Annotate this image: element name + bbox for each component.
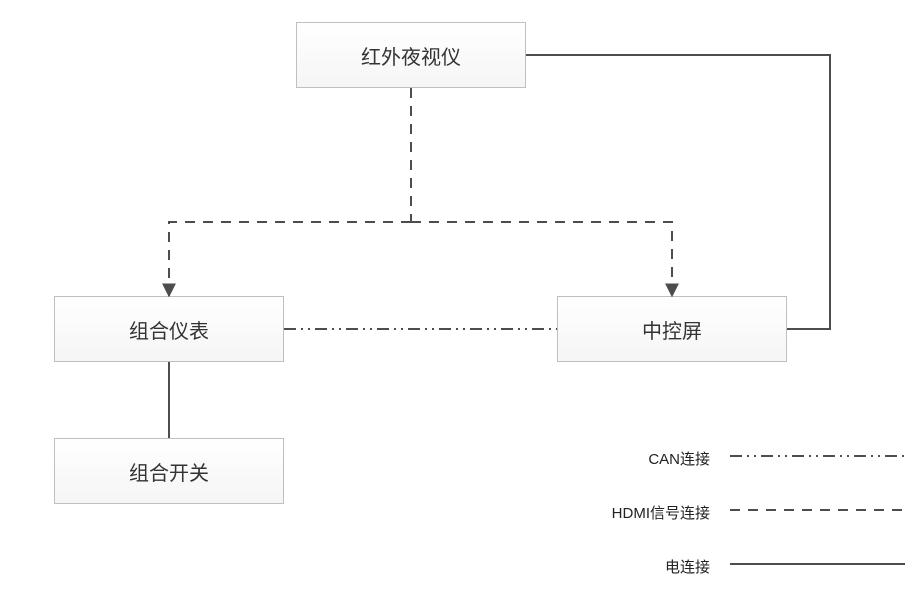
legend-hdmi-label: HDMI信号连接 bbox=[560, 502, 710, 523]
legend-solid-text: 电连接 bbox=[665, 559, 710, 576]
node-switch-label: 组合开关 bbox=[129, 457, 209, 486]
node-infrared-label: 红外夜视仪 bbox=[361, 41, 461, 70]
legend-can-label: CAN连接 bbox=[560, 448, 710, 469]
edge-split-left bbox=[169, 222, 411, 296]
edge-split-right bbox=[411, 222, 672, 296]
diagram-canvas: 红外夜视仪 组合仪表 中控屏 组合开关 CAN连接 HDMI信号连接 电连接 bbox=[0, 0, 921, 606]
node-screen: 中控屏 bbox=[557, 296, 787, 362]
node-screen-label: 中控屏 bbox=[642, 315, 702, 344]
node-cluster-label: 组合仪表 bbox=[129, 315, 209, 344]
legend-hdmi-text: HDMI信号连接 bbox=[612, 505, 710, 522]
edge-ir-screen-elec bbox=[526, 55, 830, 329]
legend-can-text: CAN连接 bbox=[648, 451, 710, 468]
node-cluster: 组合仪表 bbox=[54, 296, 284, 362]
node-infrared: 红外夜视仪 bbox=[296, 22, 526, 88]
legend-solid-label: 电连接 bbox=[560, 556, 710, 577]
node-switch: 组合开关 bbox=[54, 438, 284, 504]
